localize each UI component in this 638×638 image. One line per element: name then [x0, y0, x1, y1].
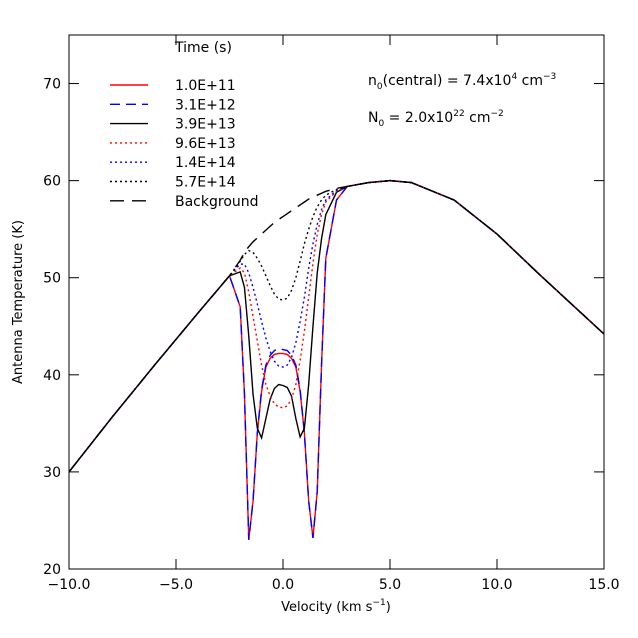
legend-label: 9.6E+13: [175, 136, 236, 152]
y-tick-label: 40: [43, 368, 61, 384]
series-line: [68, 179, 605, 540]
annotation-sub: 0: [377, 82, 383, 92]
annotation-text: cm: [465, 110, 491, 126]
x-tick-label: 15.0: [588, 577, 619, 593]
y-tick-label: 60: [43, 174, 61, 190]
legend-title: Time (s): [174, 40, 232, 56]
y-axis-label: Antenna Temperature (K): [11, 220, 26, 384]
annotation-text: N: [368, 110, 378, 126]
legend-label: 3.1E+12: [175, 97, 236, 113]
series-line: [68, 179, 605, 473]
annotation-text: cm: [517, 73, 543, 89]
annotation-sup: 22: [453, 109, 464, 119]
series-line: [68, 179, 605, 540]
series-line: [68, 179, 605, 473]
x-tick-label: −5.0: [159, 577, 193, 593]
legend-label: 5.7E+14: [175, 175, 236, 191]
annotation: N0 = 2.0x1022 cm−2: [368, 109, 504, 129]
annotation-sup: −2: [490, 109, 503, 119]
annotation-sup: 4: [511, 72, 517, 82]
series-line: [68, 179, 605, 473]
x-label-sup: −1: [372, 598, 385, 608]
y-tick-label: 20: [43, 562, 61, 578]
annotation: n0(central) = 7.4x104 cm−3: [368, 72, 556, 92]
legend-label: 3.9E+13: [175, 117, 236, 133]
legend-label: 1.4E+14: [175, 155, 236, 171]
x-label-text: Velocity (km s: [281, 600, 373, 615]
annotation-text: (central) = 7.4x10: [383, 73, 512, 89]
x-tick-label: −10.0: [48, 577, 91, 593]
x-tick-label: 10.0: [481, 577, 512, 593]
x-tick-label: 5.0: [379, 577, 401, 593]
y-tick-label: 70: [43, 77, 61, 93]
annotation-text: = 2.0x10: [384, 110, 453, 126]
annotation-text: n: [368, 73, 377, 89]
series-line: [68, 179, 605, 473]
x-axis-label: Velocity (km s−1): [281, 598, 391, 615]
x-label-text: ): [386, 600, 391, 615]
legend-label: 1.0E+11: [175, 78, 236, 94]
x-tick-label: 0.0: [272, 577, 294, 593]
y-tick-label: 30: [43, 465, 61, 481]
plot-frame: [68, 34, 605, 570]
annotation-sub: 0: [378, 119, 384, 129]
series-line: [68, 179, 605, 473]
y-tick-label: 50: [43, 271, 61, 287]
legend-label: Background: [175, 194, 259, 210]
annotation-sup: −3: [543, 72, 556, 82]
